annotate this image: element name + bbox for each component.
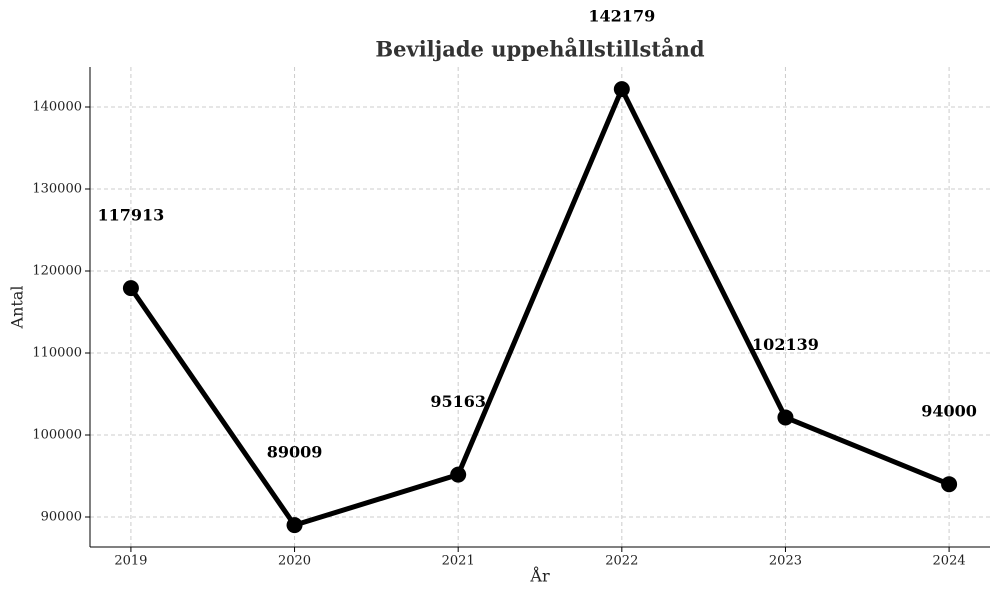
point xyxy=(122,280,139,297)
data-label: 142179 xyxy=(588,7,655,26)
chart-title: Beviljade uppehållstillstånd xyxy=(375,37,705,62)
x-tick-label: 2021 xyxy=(442,554,475,569)
point xyxy=(286,517,303,534)
y-tick-label: 90000 xyxy=(41,509,82,524)
data-label: 89009 xyxy=(267,443,323,462)
point xyxy=(941,476,958,493)
y-axis-label: Antal xyxy=(8,286,27,330)
y-tick-label: 130000 xyxy=(32,182,82,197)
x-tick-label: 2024 xyxy=(933,554,966,569)
data-label: 95163 xyxy=(430,392,486,411)
x-axis-label: År xyxy=(529,566,550,586)
y-tick-label: 140000 xyxy=(32,100,82,115)
x-tick-label: 2023 xyxy=(769,554,802,569)
x-tick-label: 2022 xyxy=(605,554,638,569)
point xyxy=(450,466,467,483)
y-tick-label: 110000 xyxy=(32,345,82,360)
y-tick-label: 120000 xyxy=(32,264,82,279)
line xyxy=(128,86,951,528)
point xyxy=(613,81,630,98)
data-label: 102139 xyxy=(752,335,819,354)
x-tick-label: 2020 xyxy=(278,554,311,569)
x-tick-label: 2019 xyxy=(114,554,147,569)
point xyxy=(777,409,794,426)
y-tick-label: 100000 xyxy=(32,427,82,442)
data-label: 117913 xyxy=(98,206,165,225)
data-label: 94000 xyxy=(921,402,977,421)
